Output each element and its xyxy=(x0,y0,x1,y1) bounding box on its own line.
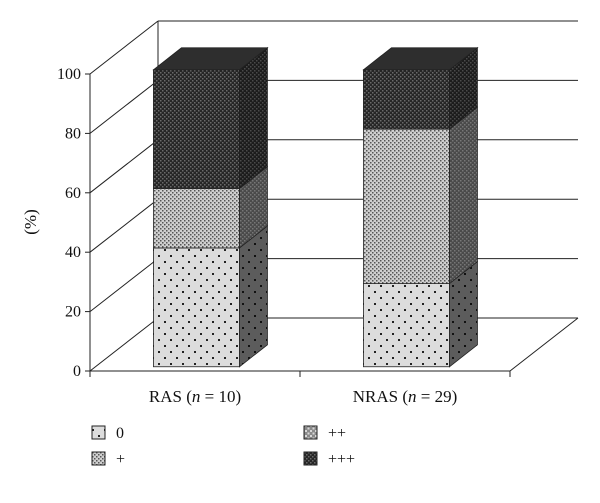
x-category-label: NRAS (n = 29) xyxy=(353,387,458,406)
legend-label: 0 xyxy=(116,425,124,442)
bar-ras-sparse-dots-side xyxy=(239,225,268,368)
bar-nras-dense-dots-side xyxy=(449,106,478,285)
x-category-label: RAS (n = 10) xyxy=(149,387,241,406)
gridline-diagonal xyxy=(89,20,159,75)
labels-layer: 0 20 40 60 80 100 RAS (n = 10) NRAS (n = 29) xyxy=(57,66,457,406)
legend-swatch xyxy=(91,425,106,440)
floor-left-edge xyxy=(89,317,159,372)
legend-swatch xyxy=(303,425,318,440)
gridline-diagonal xyxy=(89,198,159,253)
bar-top-cap xyxy=(152,47,269,71)
y-tick-label: 60 xyxy=(65,185,81,202)
y-tick-label: 100 xyxy=(57,66,81,83)
bar-ras-dark-dots-front xyxy=(153,69,240,189)
y-tick-label: 0 xyxy=(73,363,81,380)
y-tick-label: 40 xyxy=(65,244,81,261)
legend-label: +++ xyxy=(328,451,355,468)
axis-layer xyxy=(85,73,511,377)
bar-nras-dark-dots-front xyxy=(363,69,450,130)
floor-right-edge xyxy=(509,317,579,372)
gridline-diagonal xyxy=(89,80,159,134)
bar-ras-dark-dots-side xyxy=(239,46,268,190)
gridline-diagonal xyxy=(89,139,159,194)
bar-ras-sparse-dots-front xyxy=(153,247,240,368)
legend-label: + xyxy=(116,451,125,468)
y-axis-label: (%) xyxy=(21,209,40,234)
bar-top-cap xyxy=(362,47,479,71)
gridline-diagonal xyxy=(89,258,159,312)
legend-swatch xyxy=(91,451,106,466)
bar-ras-dense-dots-front xyxy=(153,188,240,249)
bar-nras-dense-dots-front xyxy=(363,128,450,285)
y-tick-label: 20 xyxy=(65,304,81,321)
legend-swatch xyxy=(303,451,318,466)
legend: 0 +++ +++ xyxy=(91,425,355,468)
y-tick-label: 80 xyxy=(65,125,81,142)
bars-layer xyxy=(152,46,479,368)
legend-label: ++ xyxy=(328,425,346,442)
bar-nras-sparse-dots-front xyxy=(363,283,450,368)
